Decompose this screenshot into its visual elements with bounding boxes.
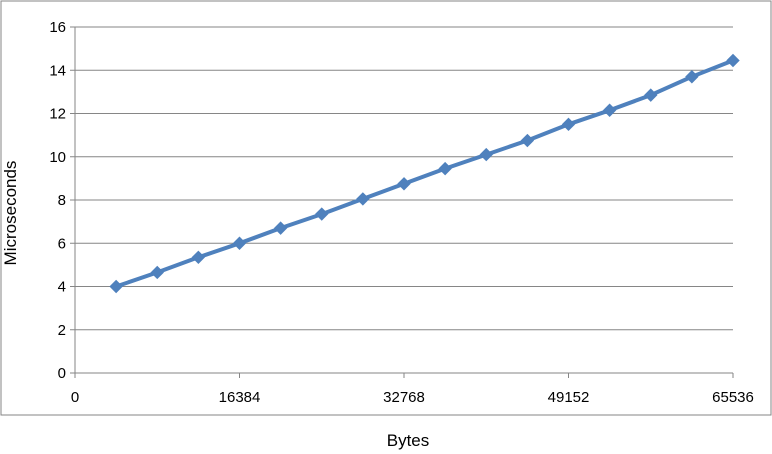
data-point-marker — [685, 70, 699, 84]
data-point-marker — [438, 161, 452, 176]
x-tick-label: 0 — [71, 389, 79, 406]
gridlines — [75, 26, 733, 331]
x-tick-label: 65536 — [712, 389, 754, 406]
y-tick-label: 0 — [58, 365, 66, 382]
series-line — [114, 58, 735, 289]
series-group — [109, 53, 740, 294]
data-point-marker — [644, 88, 658, 102]
data-point-marker — [273, 221, 288, 235]
x-axis-title: Bytes — [387, 431, 430, 450]
data-point-marker — [726, 53, 740, 68]
data-point-marker — [561, 117, 576, 132]
data-point-marker — [109, 279, 123, 294]
x-tick-label: 49152 — [548, 389, 590, 406]
y-tick-labels: 0 2 4 6 8 10 12 14 16 — [49, 19, 66, 382]
y-tick-label: 6 — [58, 235, 66, 252]
data-point-marker — [356, 192, 370, 206]
y-tick-label: 12 — [49, 106, 66, 123]
chart-frame — [0, 0, 772, 416]
data-point-marker — [602, 103, 617, 117]
y-tick-label: 10 — [49, 149, 66, 166]
x-tick-labels: 0 16384 32768 49152 65536 — [71, 389, 754, 406]
data-point-marker — [479, 147, 493, 162]
data-point-marker — [397, 177, 411, 191]
y-tick-label: 14 — [49, 62, 66, 79]
data-point-marker — [520, 133, 535, 148]
x-tick-label: 16384 — [219, 389, 261, 406]
data-point-marker — [315, 207, 329, 221]
axes — [70, 26, 734, 378]
y-tick-label: 16 — [49, 19, 66, 36]
data-point-marker — [150, 265, 164, 280]
x-tick-label: 32768 — [383, 389, 425, 406]
data-point-marker — [191, 250, 206, 265]
y-tick-label: 2 — [58, 322, 66, 339]
y-tick-label: 4 — [58, 279, 66, 296]
y-tick-label: 8 — [58, 192, 66, 209]
data-point-marker — [232, 236, 247, 250]
y-axis-title: Microseconds — [1, 161, 20, 266]
